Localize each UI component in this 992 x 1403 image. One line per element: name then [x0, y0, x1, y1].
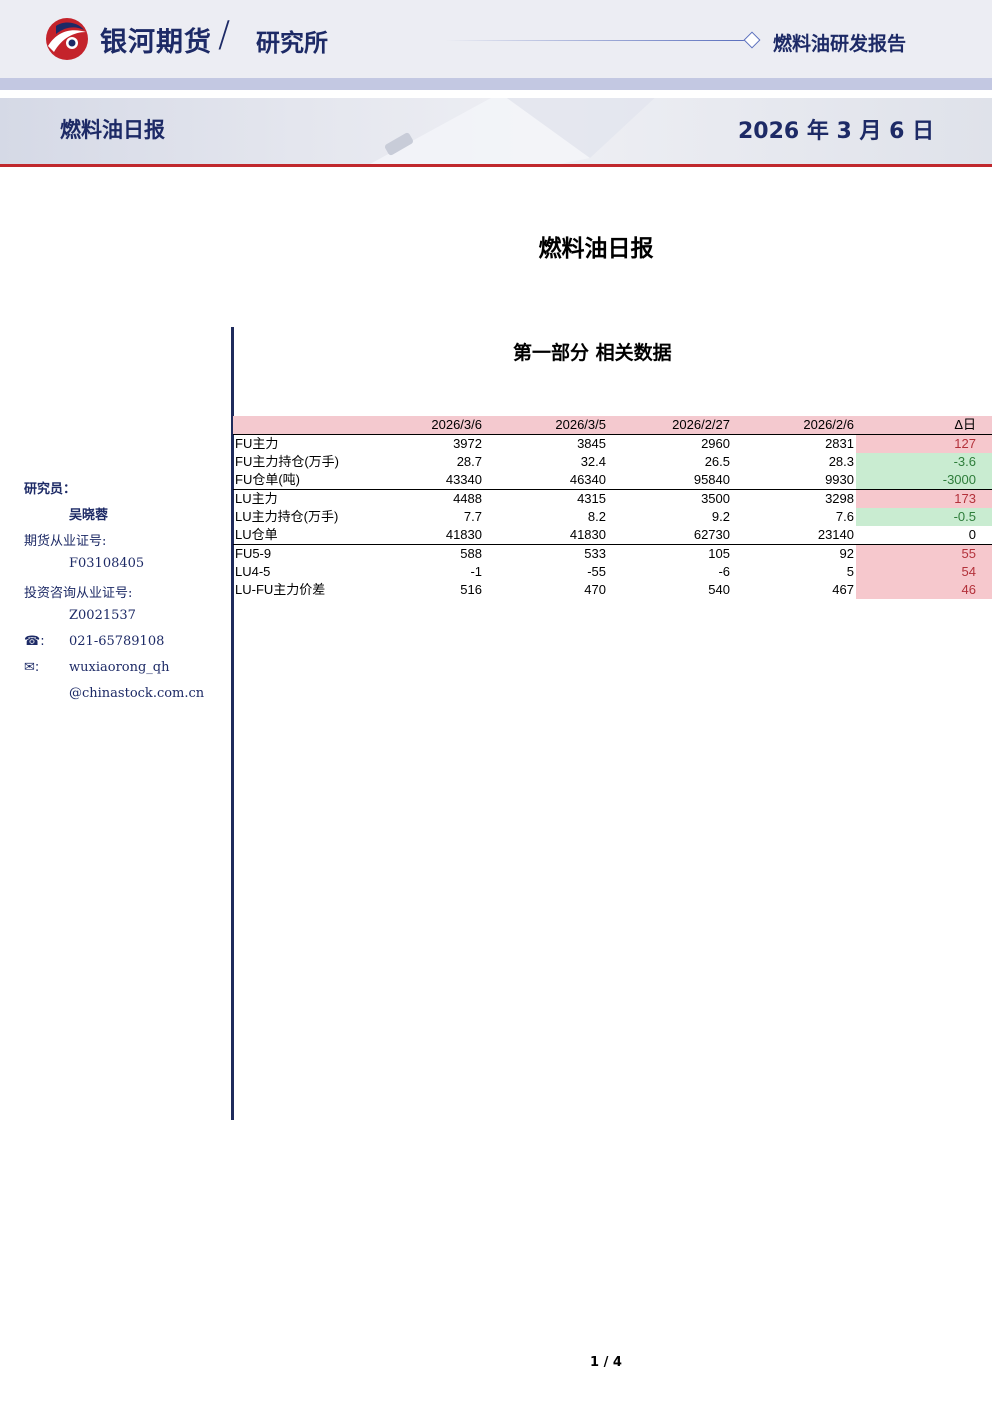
row-label: LU主力持仓(万手) — [235, 509, 339, 524]
report-date: 2026 年 3 月 6 日 — [738, 119, 935, 144]
brand-name: 银河期货 — [100, 27, 212, 58]
table-cell: 4488 — [453, 491, 482, 506]
banner-decor-shape — [370, 98, 655, 164]
table-cell: 4315 — [577, 491, 606, 506]
table-cell: 2831 — [825, 436, 854, 451]
table-cell: 95840 — [608, 471, 732, 490]
table-row: LU-FU主力价差 516 470 540 467 46 — [233, 581, 992, 599]
header-stripe — [0, 78, 992, 90]
table-header-cell: 2026/3/5 — [484, 416, 608, 435]
delta-cell: 54 — [856, 563, 992, 581]
delta-cell: 127 — [856, 434, 992, 453]
banner-red-rule — [0, 164, 992, 167]
table-cell: 3500 — [701, 491, 730, 506]
row-label: LU-FU主力价差 — [235, 582, 326, 597]
table-header-cell — [233, 416, 360, 435]
delta-cell: 55 — [856, 544, 992, 563]
delta-cell: 0 — [856, 526, 992, 545]
table-cell: 470 — [584, 582, 606, 597]
table-cell: 2960 — [701, 436, 730, 451]
table-cell: -6 — [718, 564, 730, 579]
table-header-delta: Δ日 — [856, 416, 992, 435]
section-title: 第一部分 相关数据 — [513, 342, 672, 364]
table-cell: -1 — [470, 564, 482, 579]
row-label: LU4-5 — [235, 564, 271, 579]
delta-cell: 173 — [856, 489, 992, 508]
table-cell: 540 — [708, 582, 730, 597]
table-header-cell: 2026/2/6 — [732, 416, 856, 435]
researcher-label: 研究员： — [24, 482, 77, 497]
content-left-rule — [231, 327, 234, 1120]
table-cell: 9.2 — [711, 509, 730, 524]
table-row: LU主力持仓(万手) 7.7 8.2 9.2 7.6 -0.5 — [233, 508, 992, 526]
table-cell: 8.2 — [587, 509, 606, 524]
table-cell: 588 — [460, 546, 482, 561]
delta-cell: -3000 — [856, 471, 992, 490]
institute-name: 研究所 — [256, 29, 328, 57]
table-cell: 3845 — [577, 436, 606, 451]
futures-cert-label: 期货从业证号: — [24, 534, 107, 549]
table-cell: 26.5 — [704, 454, 730, 469]
row-label: FU仓单(吨) — [233, 471, 360, 490]
table-cell: 23140 — [732, 526, 856, 545]
table-cell: 41830 — [484, 526, 608, 545]
page-number: 1 / 4 — [590, 1355, 622, 1370]
table-cell: 516 — [460, 582, 482, 597]
table-row: LU主力 4488 4315 3500 3298 173 — [233, 489, 992, 508]
table-row: LU仓单 41830 41830 62730 23140 0 — [233, 526, 992, 545]
table-cell: 105 — [708, 546, 730, 561]
row-label: FU5-9 — [235, 546, 272, 561]
table-cell: 467 — [832, 582, 854, 597]
futures-cert-number: F03108405 — [69, 556, 145, 571]
data-table: 2026/3/6 2026/3/5 2026/2/27 2026/2/6 Δ日 … — [233, 416, 992, 599]
report-type: 燃料油研发报告 — [773, 33, 907, 55]
document-title: 燃料油日报 — [538, 236, 654, 262]
table-cell: 28.3 — [828, 454, 854, 469]
table-cell: 41830 — [360, 526, 484, 545]
galaxy-logo-icon — [46, 18, 88, 60]
researcher-name: 吴晓蓉 — [69, 508, 109, 523]
banner-title: 燃料油日报 — [60, 118, 165, 142]
phone-number: 021-65789108 — [69, 634, 165, 649]
delta-cell: -0.5 — [856, 508, 992, 526]
invest-cert-label: 投资咨询从业证号: — [24, 586, 133, 601]
table-cell: 533 — [584, 546, 606, 561]
table-cell: 3298 — [825, 491, 854, 506]
table-header-cell: 2026/2/27 — [608, 416, 732, 435]
row-label: FU主力 — [235, 436, 279, 451]
table-cell: 7.6 — [835, 509, 854, 524]
table-header-row: 2026/3/6 2026/3/5 2026/2/27 2026/2/6 Δ日 — [233, 416, 992, 435]
table-cell: 46340 — [484, 471, 608, 490]
table-cell: 92 — [839, 546, 854, 561]
row-label: LU仓单 — [233, 526, 360, 545]
table-cell: 32.4 — [580, 454, 606, 469]
table-row: FU5-9 588 533 105 92 55 — [233, 544, 992, 563]
title-banner — [0, 98, 992, 164]
row-label: FU主力持仓(万手) — [235, 454, 339, 469]
brand-divider: / — [218, 14, 231, 55]
table-cell: 28.7 — [456, 454, 482, 469]
table-row: FU主力 3972 3845 2960 2831 127 — [233, 434, 992, 453]
table-row: FU仓单(吨) 43340 46340 95840 9930 -3000 — [233, 471, 992, 490]
delta-cell: -3.6 — [856, 453, 992, 471]
table-cell: 43340 — [360, 471, 484, 490]
header-bar — [0, 0, 992, 78]
email-line-2: @chinastock.com.cn — [69, 686, 205, 701]
table-cell: -55 — [587, 564, 606, 579]
table-cell: 62730 — [608, 526, 732, 545]
table-cell: 5 — [846, 564, 854, 579]
table-header-cell: 2026/3/6 — [360, 416, 484, 435]
header-decor-line — [445, 40, 745, 41]
table-cell: 9930 — [732, 471, 856, 490]
email-line-1: wuxiaorong_qh — [69, 660, 170, 675]
table-row: LU4-5 -1 -55 -6 5 54 — [233, 563, 992, 581]
delta-cell: 46 — [856, 581, 992, 599]
table-cell: 3972 — [453, 436, 482, 451]
phone-icon: ☎: — [24, 634, 45, 649]
email-icon: ✉: — [24, 660, 40, 675]
invest-cert-number: Z0021537 — [69, 608, 136, 623]
table-cell: 7.7 — [463, 509, 482, 524]
table-row: FU主力持仓(万手) 28.7 32.4 26.5 28.3 -3.6 — [233, 453, 992, 471]
row-label: LU主力 — [235, 491, 278, 506]
